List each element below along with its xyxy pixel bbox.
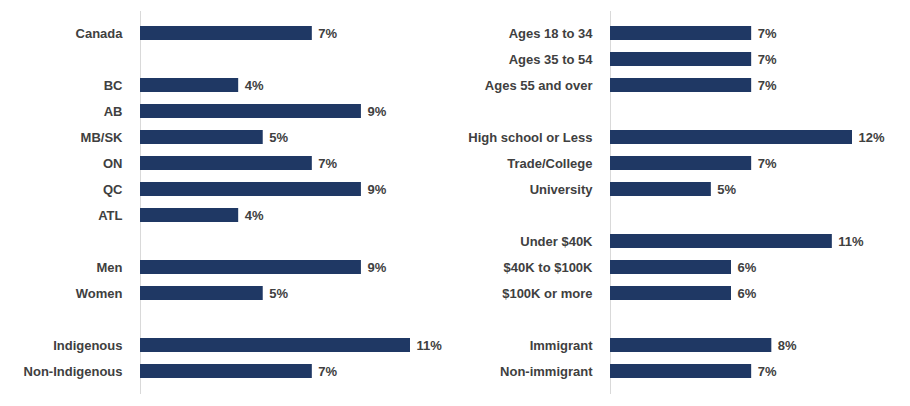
svg-text:5%: 5% (717, 182, 736, 197)
svg-text:$40K to $100K: $40K to $100K (504, 260, 593, 275)
svg-text:11%: 11% (838, 234, 864, 249)
svg-text:Immigrant: Immigrant (530, 338, 594, 353)
svg-text:6%: 6% (738, 286, 757, 301)
svg-text:7%: 7% (758, 26, 777, 41)
svg-text:ON: ON (103, 156, 123, 171)
svg-text:9%: 9% (367, 260, 386, 275)
svg-text:Ages 35 to 54: Ages 35 to 54 (509, 52, 594, 67)
svg-text:11%: 11% (417, 338, 443, 353)
svg-text:$100K or more: $100K or more (502, 286, 592, 301)
svg-text:Canada: Canada (76, 26, 124, 41)
svg-text:12%: 12% (859, 130, 885, 145)
svg-text:Non-immigrant: Non-immigrant (500, 364, 593, 379)
svg-text:9%: 9% (367, 104, 386, 119)
svg-text:7%: 7% (318, 26, 337, 41)
svg-text:ATL: ATL (98, 208, 122, 223)
svg-text:5%: 5% (269, 130, 288, 145)
svg-text:Women: Women (76, 286, 123, 301)
svg-text:Indigenous: Indigenous (53, 338, 122, 353)
svg-text:High school or Less: High school or Less (468, 130, 592, 145)
svg-text:QC: QC (103, 182, 123, 197)
svg-text:6%: 6% (738, 260, 757, 275)
svg-text:Under $40K: Under $40K (520, 234, 593, 249)
svg-text:University: University (530, 182, 594, 197)
svg-text:7%: 7% (758, 52, 777, 67)
svg-text:Ages 55 and over: Ages 55 and over (485, 78, 593, 93)
svg-text:9%: 9% (367, 182, 386, 197)
svg-text:AB: AB (104, 104, 123, 119)
svg-text:7%: 7% (318, 364, 337, 379)
svg-text:Ages 18 to 34: Ages 18 to 34 (509, 26, 594, 41)
svg-text:5%: 5% (269, 286, 288, 301)
svg-text:4%: 4% (245, 78, 264, 93)
svg-text:Men: Men (97, 260, 123, 275)
svg-text:7%: 7% (758, 156, 777, 171)
svg-text:BC: BC (104, 78, 123, 93)
svg-text:7%: 7% (758, 78, 777, 93)
svg-text:8%: 8% (778, 338, 797, 353)
svg-text:7%: 7% (318, 156, 337, 171)
svg-text:Trade/College: Trade/College (507, 156, 592, 171)
svg-text:MB/SK: MB/SK (81, 130, 124, 145)
svg-text:Non-Indigenous: Non-Indigenous (24, 364, 123, 379)
svg-text:7%: 7% (758, 364, 777, 379)
svg-text:4%: 4% (245, 208, 264, 223)
